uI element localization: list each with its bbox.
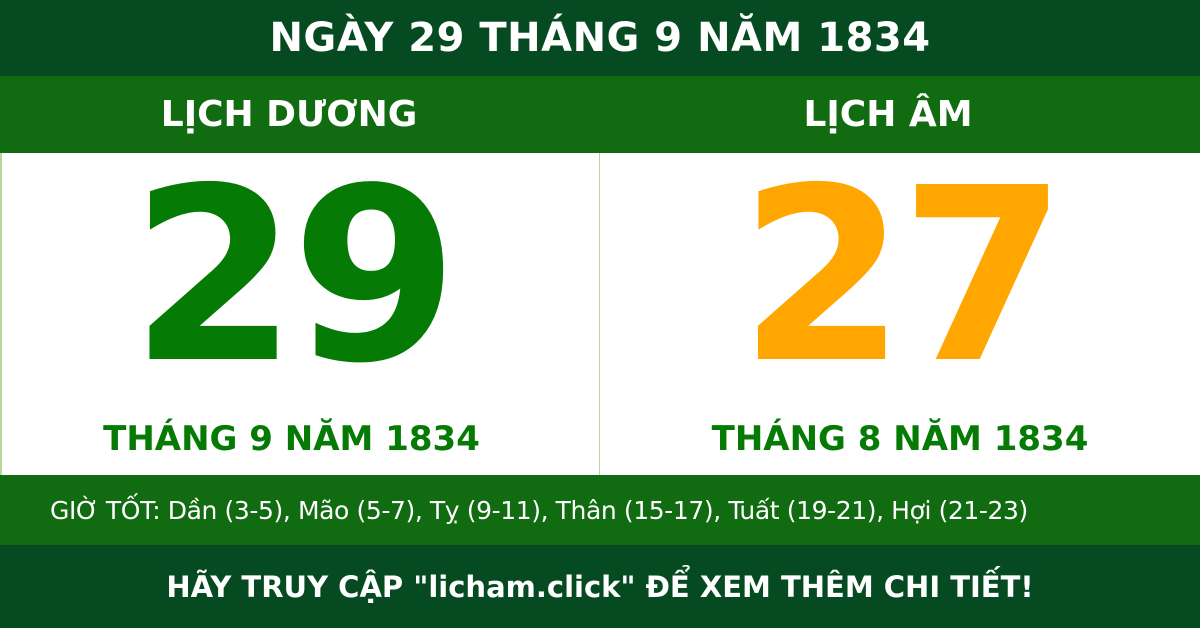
solar-panel: 29 THÁNG 9 NĂM 1834 xyxy=(0,136,600,475)
footer-cta: HÃY TRUY CẬP "licham.click" ĐỂ XEM THÊM … xyxy=(0,545,1200,628)
solar-calendar-label: LỊCH DƯƠNG xyxy=(160,94,418,135)
good-hours: GIỜ TỐT: Dần (3-5), Mão (5-7), Tỵ (9-11)… xyxy=(0,475,1200,545)
calendar-headers: LỊCH DƯƠNG LỊCH ÂM xyxy=(0,76,1200,153)
lunar-calendar-label: LỊCH ÂM xyxy=(803,94,973,135)
lunar-day: 27 xyxy=(739,136,1067,416)
solar-day: 29 xyxy=(130,136,459,416)
lunar-panel: 27 THÁNG 8 NĂM 1834 xyxy=(600,136,1200,475)
page-title: NGÀY 29 THÁNG 9 NĂM 1834 xyxy=(0,0,1200,76)
calendar-body: 29 THÁNG 9 NĂM 1834 27 THÁNG 8 NĂM 1834 xyxy=(0,136,1200,475)
solar-month-year: THÁNG 9 NĂM 1834 xyxy=(103,419,480,459)
lunar-month-year: THÁNG 8 NĂM 1834 xyxy=(711,419,1089,459)
